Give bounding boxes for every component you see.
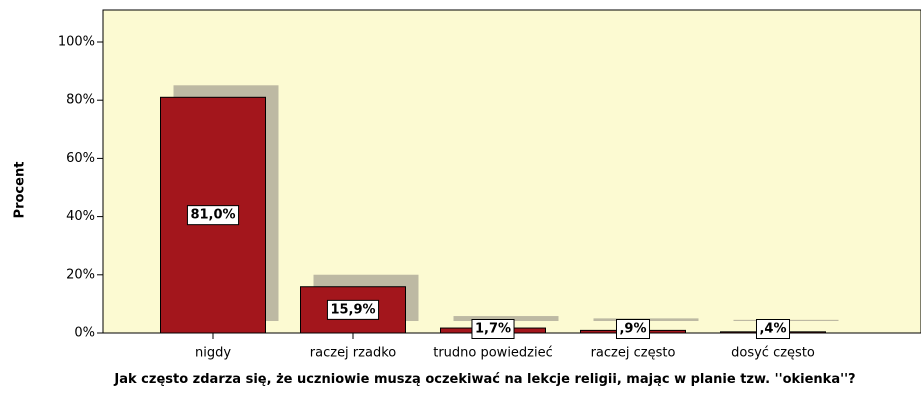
y-tick-label: 40% <box>66 209 95 224</box>
data-label-box <box>186 205 240 226</box>
data-label-box <box>326 299 380 320</box>
x-tick-label: dosyć często <box>731 346 815 361</box>
data-label: 81,0% <box>190 208 235 223</box>
x-axis-title: Jak często zdarza się, że uczniowie musz… <box>114 372 856 387</box>
y-tick-label: 20% <box>66 267 95 282</box>
data-label-box <box>615 319 651 339</box>
data-label: 15,9% <box>330 302 375 317</box>
x-tick-label: raczej rzadko <box>310 346 396 361</box>
data-label: 1,7% <box>475 322 511 337</box>
x-tick-label: raczej często <box>591 346 676 361</box>
data-label: ,9% <box>619 322 646 337</box>
y-tick-label: 0% <box>74 326 95 341</box>
data-label: ,4% <box>759 322 786 337</box>
x-tick-label: nigdy <box>195 346 231 361</box>
bar-shadow <box>453 316 559 321</box>
y-axis-title: Procent <box>13 162 28 219</box>
y-tick-label: 80% <box>66 93 95 108</box>
data-label-box <box>471 319 515 339</box>
x-tick-label: trudno powiedzieć <box>433 346 553 361</box>
data-label-box <box>755 319 791 339</box>
y-tick-label: 60% <box>66 151 95 166</box>
y-tick-label: 100% <box>58 35 95 50</box>
